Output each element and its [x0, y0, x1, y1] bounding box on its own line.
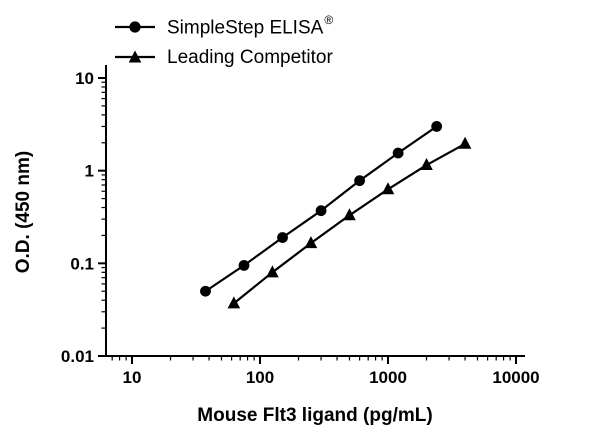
y-tick-label: 1: [85, 162, 94, 181]
registered-trademark-symbol: ®: [324, 13, 334, 28]
y-tick-label: 0.01: [61, 347, 94, 366]
data-point-triangle: [304, 236, 318, 249]
data-point-triangle: [227, 296, 241, 309]
legend-label-simplestep: SimpleStep ELISA®: [167, 13, 334, 39]
data-point-circle: [315, 205, 327, 217]
data-point-circle: [238, 259, 250, 271]
data-point-circle: [392, 147, 404, 159]
x-tick-label: 10000: [492, 368, 539, 387]
legend: SimpleStep ELISA® Leading Competitor: [112, 14, 333, 70]
data-point-triangle: [343, 208, 356, 221]
x-tick-label: 100: [246, 368, 274, 387]
minor-ticks: [101, 81, 511, 361]
x-tick-label: 1000: [369, 368, 407, 387]
data-point-triangle: [458, 136, 472, 149]
axes: [105, 65, 525, 357]
legend-item-competitor: Leading Competitor: [112, 44, 333, 70]
circle-marker-icon: [115, 21, 155, 33]
data-point-triangle: [266, 265, 279, 278]
series-simplestep: [200, 121, 443, 297]
y-tick-label: 10: [75, 69, 94, 88]
triangle-marker-icon: [115, 50, 155, 63]
legend-label-competitor: Leading Competitor: [167, 46, 333, 68]
data-point-circle: [354, 175, 366, 187]
data-point-triangle: [381, 182, 395, 195]
data-point-triangle: [420, 158, 433, 171]
x-axis-title: Mouse Flt3 ligand (pg/mL): [197, 405, 433, 426]
data-point-circle: [277, 232, 288, 243]
legend-item-simplestep: SimpleStep ELISA®: [112, 14, 333, 40]
y-axis-title: O.D. (450 nm): [13, 150, 34, 274]
x-tick-label: 10: [123, 368, 142, 387]
data-point-circle: [431, 121, 443, 132]
series-competitor: [227, 136, 472, 309]
data-point-circle: [200, 285, 211, 297]
major-ticks: 10 100 1000 10000 0.01 0.1 1 10: [61, 69, 540, 387]
y-tick-label: 0.1: [70, 254, 94, 273]
